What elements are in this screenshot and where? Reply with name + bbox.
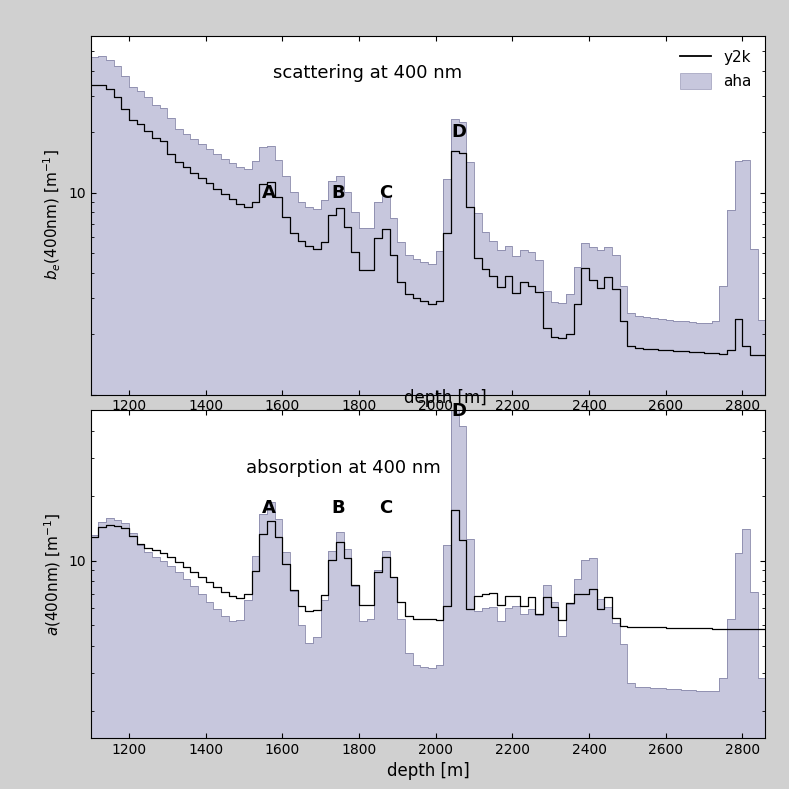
X-axis label: depth [m]: depth [m] xyxy=(387,762,469,780)
Text: scattering at 400 nm: scattering at 400 nm xyxy=(273,64,462,82)
Text: C: C xyxy=(380,184,392,202)
Text: B: B xyxy=(331,499,345,517)
Y-axis label: $b_e$(400nm) [m$^{-1}$]: $b_e$(400nm) [m$^{-1}$] xyxy=(42,150,62,280)
Text: B: B xyxy=(331,184,345,202)
Y-axis label: $a$(400nm) [m$^{-1}$]: $a$(400nm) [m$^{-1}$] xyxy=(42,512,62,636)
Text: depth [m]: depth [m] xyxy=(405,390,487,407)
Text: D: D xyxy=(451,402,466,420)
Text: A: A xyxy=(262,499,276,517)
Text: D: D xyxy=(451,123,466,141)
Legend: y2k, aha: y2k, aha xyxy=(675,43,757,95)
Text: C: C xyxy=(380,499,392,517)
Text: absorption at 400 nm: absorption at 400 nm xyxy=(246,459,440,477)
Text: A: A xyxy=(262,184,276,202)
